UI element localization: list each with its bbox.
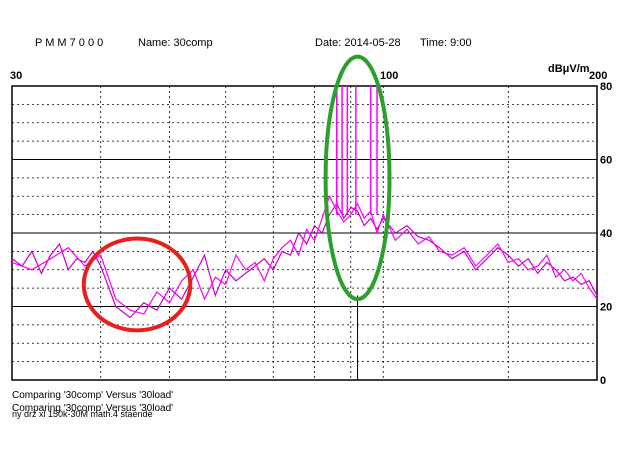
comparison-note-duplicate: Comparing '30comp' Versus '30load'	[12, 403, 174, 414]
highlight-ellipse-green	[323, 54, 392, 302]
instrument-label: P M M 7 0 0 0	[35, 37, 104, 49]
y-tick-label: 60	[600, 155, 612, 167]
y-tick-label: 0	[600, 375, 606, 387]
x-tick-label: 100	[380, 70, 399, 82]
x-tick-label: 200	[589, 70, 608, 82]
file-name-label: Name: 30comp	[138, 37, 213, 49]
y-tick-label: 20	[600, 302, 612, 314]
comparison-note: Comparing '30comp' Versus '30load'	[12, 390, 174, 401]
measurement-setup-note: ny drz xl 150k-30M math.4 staende	[12, 409, 153, 419]
x-tick-label: 30	[10, 70, 23, 82]
y-tick-label: 40	[600, 228, 612, 240]
date-label: Date: 2014-05-28	[315, 37, 401, 49]
highlight-ellipse-red	[81, 236, 193, 333]
y-axis-unit-label: dBμV/m	[548, 63, 590, 75]
time-label: Time: 9:00	[420, 37, 472, 49]
y-tick-label: 80	[600, 81, 612, 93]
